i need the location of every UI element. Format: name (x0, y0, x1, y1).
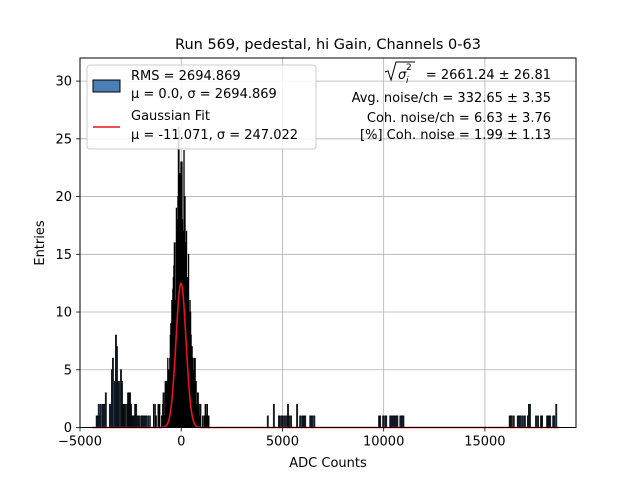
histogram-bar (118, 380, 120, 428)
y-tick-label: 0 (64, 421, 72, 436)
histogram-bar (202, 415, 204, 428)
histogram-bar (208, 415, 210, 428)
legend-gauss-line1: Gaussian Fit (131, 109, 210, 124)
histogram-bar (149, 415, 151, 428)
histogram-bar (205, 415, 207, 428)
y-tick-label: 15 (55, 248, 72, 263)
legend-box (86, 64, 317, 150)
histogram-bar (537, 415, 539, 428)
histogram-bar (159, 404, 161, 428)
histogram-bar (385, 415, 388, 428)
histogram-bar (313, 415, 316, 428)
histogram-bar (284, 415, 286, 428)
y-tick-label: 25 (55, 132, 72, 147)
x-tick-label: 5000 (266, 435, 299, 450)
histogram-bar (279, 415, 281, 428)
histogram-bar (512, 415, 515, 428)
y-tick-label: 30 (55, 75, 72, 90)
y-axis-label: Entries (33, 220, 48, 266)
histogram-bar (510, 415, 513, 428)
histogram-bar (124, 404, 126, 428)
x-tick-label: 0 (177, 435, 185, 450)
annotation-sigma-value: = 2661.24 ± 26.81 (426, 68, 551, 83)
sigma-sub: i (406, 76, 409, 86)
annotation-sqrt-sigma: σ i 2 = 2661.24 ± 26.81 (384, 61, 551, 86)
legend-patch-rms (92, 79, 121, 93)
histogram-bar (535, 415, 537, 428)
annotation-coh-noise: Coh. noise/ch = 6.63 ± 3.76 (367, 111, 551, 126)
sigma-sup: 2 (406, 63, 412, 73)
legend-gauss-line2: μ = -11.071, σ = 247.022 (131, 128, 298, 143)
histogram-bar (382, 415, 385, 428)
histogram-bar (521, 415, 524, 428)
histogram-bar (200, 404, 202, 428)
histogram-bar (304, 415, 307, 428)
histogram-bar (311, 415, 314, 428)
legend-rms-line1: RMS = 2694.869 (131, 69, 241, 84)
sqrt-sign-icon (384, 61, 415, 82)
plot-frame (79, 57, 577, 428)
histogram-bar (519, 415, 522, 428)
histogram-bar (147, 415, 150, 428)
histogram-bar (553, 415, 556, 428)
histogram-bar (104, 392, 107, 428)
sigma-symbol: σ (398, 68, 407, 83)
x-tick-label: 15000 (464, 435, 505, 450)
histogram-bar (299, 415, 302, 428)
y-tick-label: 20 (55, 190, 72, 205)
histogram-bar (145, 415, 148, 428)
histogram-bar (99, 404, 102, 428)
histogram-bar (290, 415, 292, 428)
histogram-bars (95, 126, 558, 428)
x-axis-label: ADC Counts (289, 456, 367, 471)
histogram-bar (111, 357, 114, 428)
legend-rms-line2: μ = 0.0, σ = 2694.869 (131, 87, 277, 102)
x-axis-ticks: −5000 0 5000 10000 15000 (58, 427, 506, 450)
histogram-bar (272, 404, 275, 428)
histogram-bar (396, 415, 399, 428)
histogram-bar (555, 404, 558, 428)
x-tick-label: −5000 (58, 435, 102, 450)
annotation-avg-noise: Avg. noise/ch = 332.65 ± 3.35 (352, 91, 551, 106)
histogram-bar (549, 415, 552, 428)
y-tick-label: 10 (55, 306, 72, 321)
histogram-bar (529, 404, 531, 428)
x-tick-label: 10000 (363, 435, 404, 450)
histogram-bar (379, 415, 382, 428)
histogram-bar (282, 415, 284, 428)
y-axis-ticks: 0 5 10 15 20 25 30 (55, 75, 80, 436)
histogram-bar (206, 404, 208, 428)
histogram-bar (288, 415, 290, 428)
histogram-bar (541, 415, 543, 428)
histogram-bar (152, 404, 155, 428)
histogram-bar (523, 415, 526, 428)
histogram-bar (266, 415, 269, 428)
chart-title: Run 569, pedestal, hi Gain, Channels 0-6… (175, 37, 481, 53)
annotation-coh-noise-percent: [%] Coh. noise = 1.99 ± 1.13 (360, 128, 551, 143)
histogram-bar (402, 415, 405, 428)
legend: RMS = 2694.869 μ = 0.0, σ = 2694.869 Gau… (86, 64, 317, 150)
noise-annotations: σ i 2 = 2661.24 ± 26.81 Avg. noise/ch = … (352, 61, 551, 143)
histogram-bar (155, 415, 157, 428)
histogram-bar (296, 404, 299, 428)
histogram-bar (138, 415, 141, 428)
y-tick-label: 5 (64, 363, 72, 378)
